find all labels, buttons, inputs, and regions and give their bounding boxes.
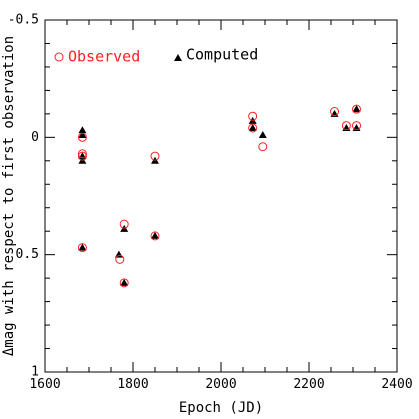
legend-observed-label: Observed	[68, 48, 140, 66]
axis-tick-labels: 1600 1800 2000 2200 2400 -0.5 0 0.5 1	[8, 13, 413, 393]
computed-point	[78, 243, 87, 251]
observed-point	[352, 121, 362, 131]
x-tick-label: 2000	[205, 377, 236, 392]
observed-point	[150, 151, 160, 161]
x-tick-label: 2400	[381, 377, 412, 392]
observed-point	[258, 142, 268, 152]
observed-point	[119, 278, 129, 288]
y-tick-label: 0.5	[16, 247, 39, 262]
observed-point	[77, 151, 87, 161]
computed-point	[78, 130, 87, 138]
observed-point	[352, 104, 362, 114]
axis-ticks	[44, 19, 398, 373]
computed-point	[352, 105, 361, 113]
x-tick-label: 2200	[293, 377, 324, 392]
observed-point	[77, 243, 87, 253]
observed-point	[248, 123, 258, 133]
legend-computed-label: Computed	[186, 46, 258, 64]
y-tick-label: 1	[31, 365, 39, 380]
y-axis-label: Δmag with respect to first observation	[1, 36, 17, 356]
observed-point	[248, 111, 258, 121]
computed-point	[248, 123, 257, 131]
computed-point	[78, 126, 87, 134]
computed-point	[120, 278, 129, 286]
computed-point	[151, 231, 159, 239]
observed-point	[77, 132, 87, 142]
computed-point	[258, 130, 267, 138]
x-tick-label: 1800	[117, 377, 148, 392]
plot-frame	[44, 19, 398, 373]
observed-point	[77, 149, 87, 159]
observed-point	[341, 121, 351, 131]
computed-point	[114, 250, 123, 258]
observed-point	[115, 254, 125, 264]
observed-point	[330, 107, 340, 117]
y-tick-label: -0.5	[8, 13, 39, 28]
legend-computed-marker	[174, 54, 182, 61]
observed-point	[150, 231, 160, 241]
legend-observed-marker	[54, 52, 64, 62]
observed-point	[119, 219, 129, 229]
y-tick-label: 0	[31, 130, 39, 145]
legend: Observed Computed	[54, 46, 258, 66]
x-tick-label: 1600	[29, 377, 60, 392]
x-axis-label: Epoch (JD)	[179, 400, 263, 416]
data-points	[77, 104, 362, 288]
